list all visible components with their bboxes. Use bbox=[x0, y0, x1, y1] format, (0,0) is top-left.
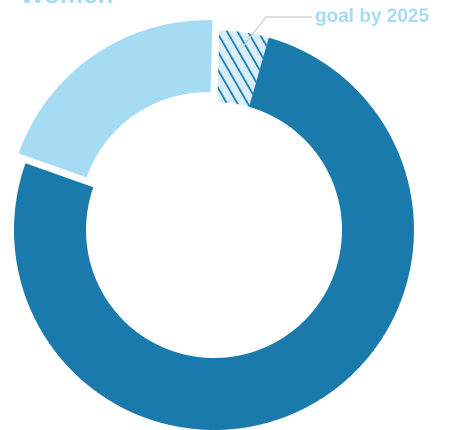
donut-segments bbox=[14, 20, 414, 430]
chart-title: Women bbox=[20, 0, 113, 9]
annotation-leader-line bbox=[241, 16, 312, 49]
donut-segment-2 bbox=[18, 20, 213, 178]
donut-segment-0 bbox=[217, 30, 269, 107]
annotation-label: goal by 2025 bbox=[315, 6, 429, 27]
donut-segment-1 bbox=[14, 37, 414, 430]
